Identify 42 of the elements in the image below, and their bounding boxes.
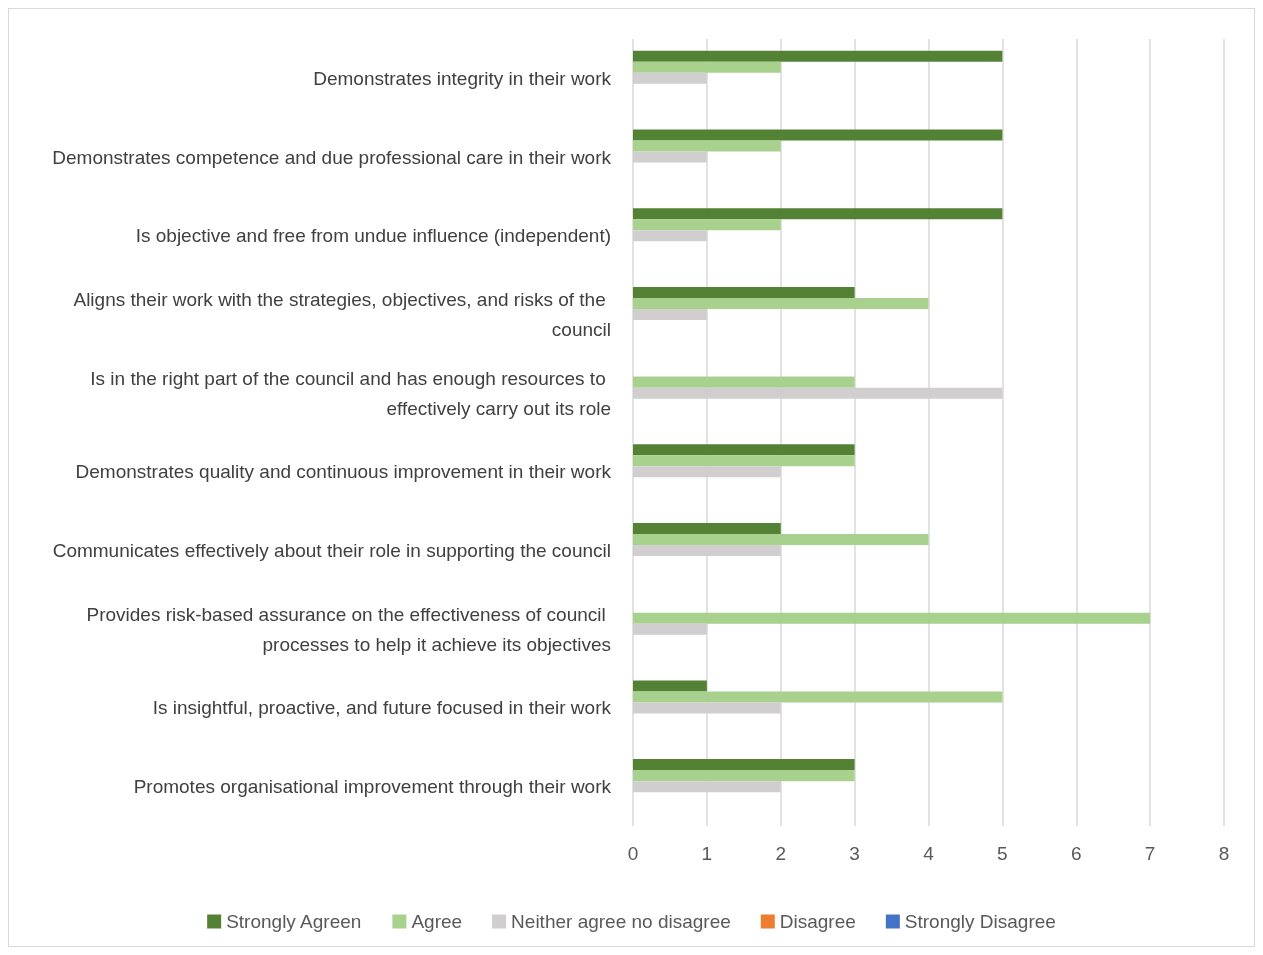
x-tick-label: 0 <box>627 843 639 864</box>
y-tick-label: Demonstrates competence and due professional care in their work <box>52 146 612 168</box>
y-tick-label: Is objective and free from undue influence (independent) <box>135 225 611 247</box>
bar <box>633 50 1003 62</box>
x-tick-label: 1 <box>701 843 713 864</box>
bar <box>633 534 929 546</box>
legend-label: Disagree <box>779 911 856 932</box>
x-tick-label: 3 <box>849 843 860 864</box>
x-tick-label: 5 <box>997 843 1008 864</box>
bar <box>633 680 707 692</box>
legend-label: Strongly Disagree <box>904 911 1056 932</box>
bar <box>633 297 929 309</box>
bar <box>633 691 1003 703</box>
bar <box>633 129 1003 141</box>
y-tick-label: Is in the right part of the council and has enough resources to effectively carry out its role <box>90 367 611 419</box>
legend-label: Neither agree no disagree <box>511 911 731 932</box>
x-tick-label: 2 <box>775 843 787 864</box>
legend-label: Strongly Agreen <box>226 911 362 932</box>
bar <box>633 455 855 467</box>
bar <box>633 140 781 152</box>
y-tick-label: Communicates effectively about their role in supporting the council <box>52 540 611 562</box>
bar <box>633 612 1151 624</box>
y-tick-label: Promotes organisational improvement through their work <box>133 776 612 798</box>
bar <box>633 61 781 73</box>
bar <box>633 286 855 298</box>
y-tick-label: Demonstrates quality and continuous improvement in their work <box>75 461 612 483</box>
legend-label: Agree <box>411 911 463 932</box>
bar <box>633 376 855 388</box>
x-tick-label: 8 <box>1218 843 1230 864</box>
bar <box>633 770 855 782</box>
x-tick-label: 7 <box>1144 843 1156 864</box>
bar <box>633 444 855 456</box>
bar <box>633 208 1003 220</box>
y-tick-label: Aligns their work with the strategies, objectives, and risks of the council <box>73 288 611 340</box>
x-tick-label: 4 <box>923 843 935 864</box>
y-tick-label: Demonstrates integrity in their work <box>313 67 612 89</box>
bar <box>633 759 855 771</box>
bar <box>633 523 781 535</box>
y-tick-label: Is insightful, proactive, and future focused in their work <box>152 697 612 719</box>
bar <box>633 219 781 231</box>
y-tick-label: Provides risk-based assurance on the effectiveness of council processes to help it achieve its objectives <box>86 603 611 655</box>
x-tick-label: 6 <box>1070 843 1082 864</box>
